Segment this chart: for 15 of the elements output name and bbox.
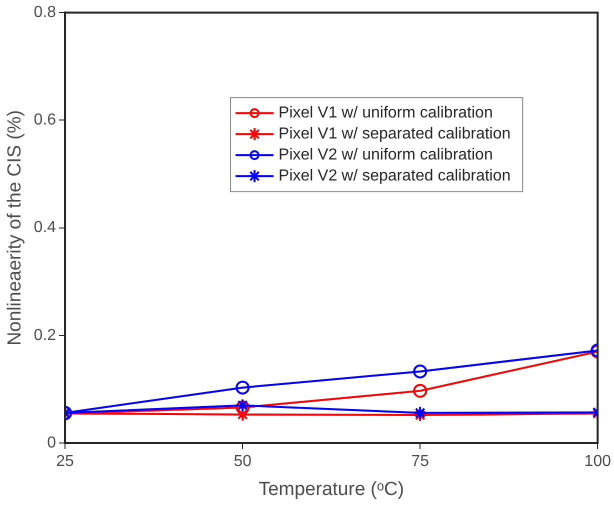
legend-label: Pixel V2 w/ uniform calibration	[278, 146, 493, 164]
y-axis-title: Nonlineaerity of the CIS (%)	[4, 110, 26, 346]
y-tick-label: 0.4	[34, 219, 56, 236]
legend-label: Pixel V2 w/ separated calibration	[278, 168, 511, 185]
y-tick-label: 0.2	[34, 326, 56, 344]
y-tick-label: 0.8	[34, 4, 56, 22]
legend-label: Pixel V1 w/ separated calibration	[278, 126, 511, 143]
x-tick-label: 100	[584, 453, 612, 470]
y-tick-label: 0.6	[34, 112, 56, 129]
x-tick-label: 75	[411, 453, 430, 470]
x-tick-label: 50	[234, 453, 252, 470]
x-axis-title: Temperature (ᵒC)	[258, 478, 404, 500]
x-tick-label: 25	[56, 453, 74, 470]
y-tick-label: 0	[47, 434, 56, 452]
legend-label: Pixel V1 w/ uniform calibration	[278, 104, 493, 122]
